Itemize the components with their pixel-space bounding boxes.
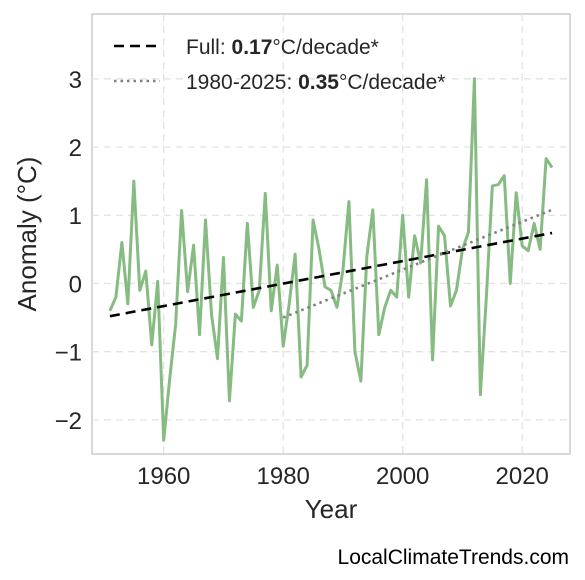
legend-recent-unit: °C/decade* [339, 71, 445, 94]
x-axis-label: Year [305, 494, 358, 524]
legend-full-unit: °C/decade* [272, 36, 378, 59]
legend-recent-name: 1980-2025 [186, 71, 286, 94]
anomaly-chart: 1960 1980 2000 2020 −2 −1 0 1 2 3 Full: 0.17°C/d… [12, 13, 571, 524]
x-tick-label: 1980 [257, 463, 310, 490]
y-tick-label: 1 [69, 203, 82, 230]
legend-entry-full: Full: 0.17°C/decade* [186, 36, 379, 59]
x-tick-label: 1960 [137, 463, 190, 490]
y-tick-labels: −2 −1 0 1 2 3 [55, 67, 82, 435]
legend: Full: 0.17°C/decade* 1980-2025: 0.35°C/d… [114, 36, 445, 94]
y-tick-label: 2 [69, 135, 82, 162]
full-trend-line [109, 231, 553, 318]
y-tick-label: 3 [69, 67, 82, 94]
x-tick-label: 2020 [496, 463, 549, 490]
y-tick-label: −2 [55, 408, 82, 435]
site-credit: LocalClimateTrends.com [337, 546, 569, 569]
anomaly-series-line [108, 77, 554, 442]
y-tick-label: −1 [55, 340, 82, 367]
legend-full-trend: 0.17 [232, 36, 273, 59]
legend-entry-recent: 1980-2025: 0.35°C/decade* [186, 71, 445, 94]
x-tick-label: 2000 [376, 463, 429, 490]
grid-lines [92, 14, 570, 454]
legend-full-name: Full [186, 36, 220, 59]
y-axis-label: Anomaly (°C) [12, 157, 42, 312]
recent-trend-line [282, 208, 553, 319]
y-tick-label: 0 [69, 271, 82, 298]
legend-recent-trend: 0.35 [298, 71, 339, 94]
x-tick-labels: 1960 1980 2000 2020 [137, 463, 549, 490]
